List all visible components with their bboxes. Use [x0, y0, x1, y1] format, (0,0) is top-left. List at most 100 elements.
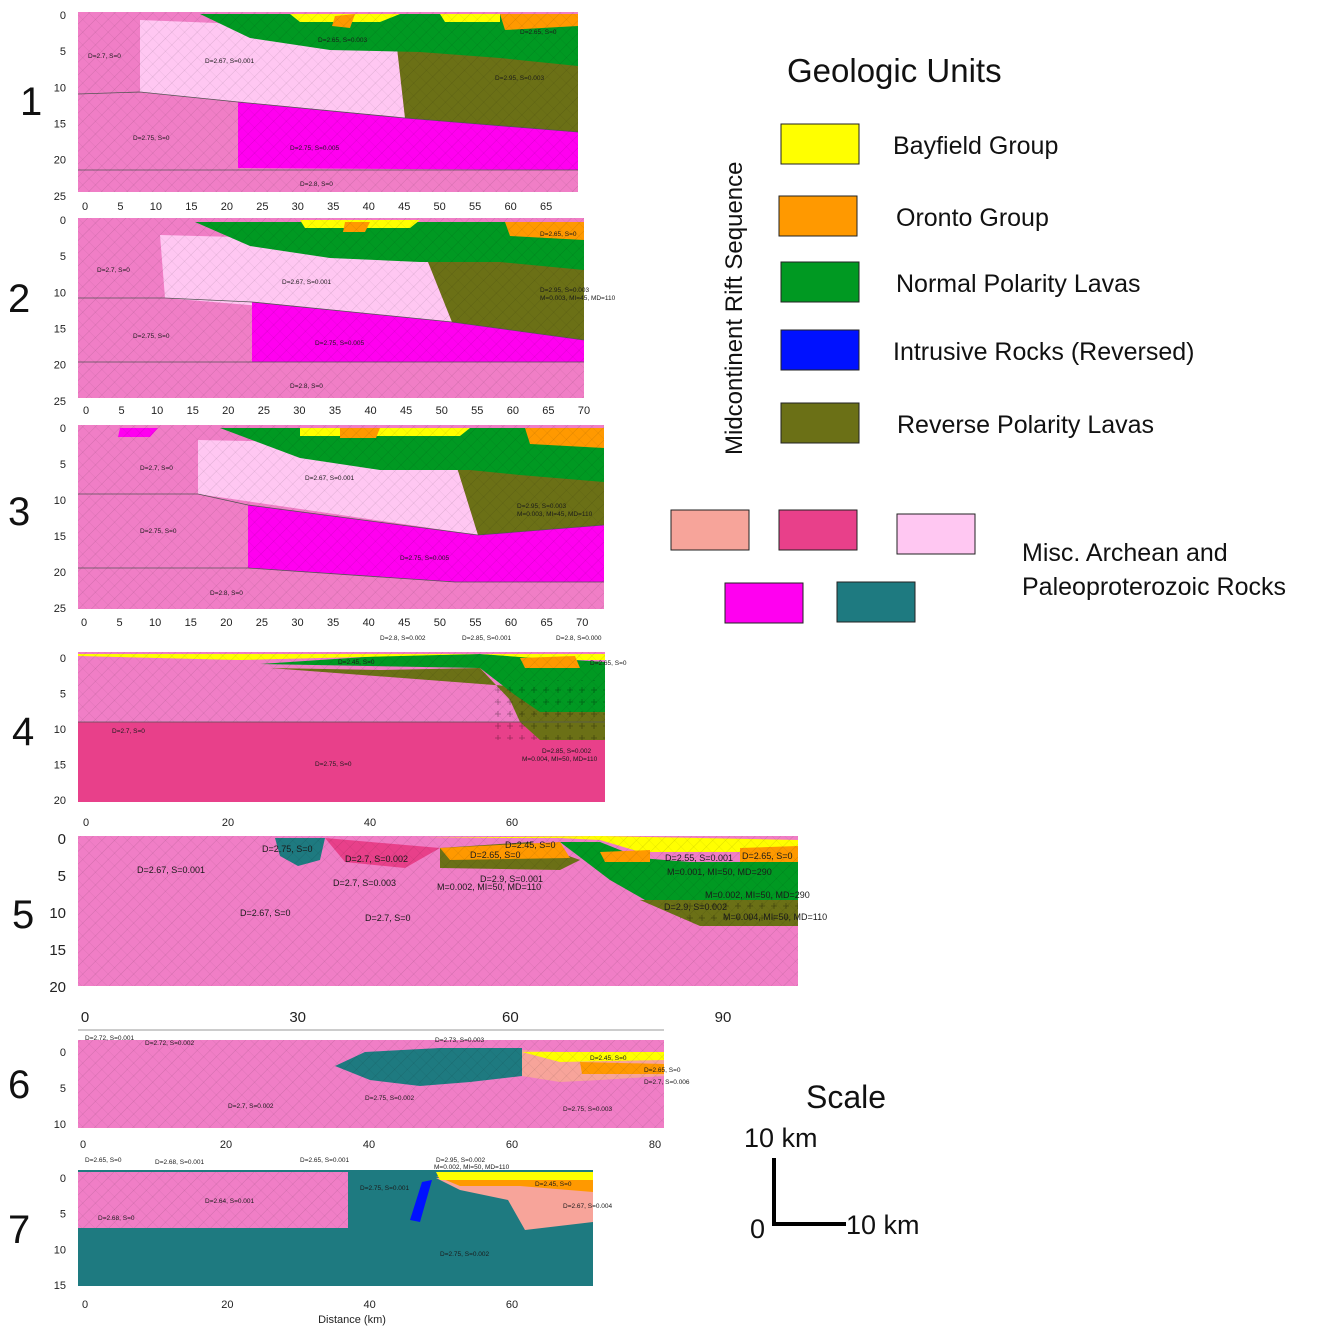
model-2-axes: 0 5 10 15 20 25 0 5 10 15 20 25 30 35 40 45 50 55 60 65 70 [54, 215, 590, 417]
legend-swatch [780, 329, 860, 371]
model-2-label: D=2.65, S=0 [540, 231, 577, 238]
model-7-panel: D=2.65, S=0 D=2.68, S=0.001 D=2.65, S=0.… [78, 1157, 613, 1286]
model-7-label: D=2.65, S=0.001 [300, 1157, 350, 1164]
model-5-label: D=2.55, S=0.001 [665, 853, 733, 863]
model-2-label: D=2.7, S=0 [97, 267, 130, 274]
model-5-label: D=2.9, S=0.001 [480, 874, 543, 884]
model-7-label: D=2.68, S=0 [98, 1215, 135, 1222]
legend-swatch [780, 123, 860, 165]
model-5-label: D=2.7, S=0.003 [333, 878, 396, 888]
y-tick-label: 0 [60, 10, 66, 22]
model-7-label: M=0.002, MI=50, MD=110 [434, 1164, 510, 1171]
model-6-panel: D=2.72, S=0.001 D=2.72, S=0.002 D=2.7, S… [78, 1029, 690, 1128]
x-tick-label: 0 [80, 1139, 86, 1151]
rift-legend-items: Bayfield Group Oronto Group Normal Polarit… [778, 123, 1194, 444]
model-3-label: D=2.75, S=0 [140, 528, 177, 535]
model-1-number: 1 [20, 80, 42, 124]
y-tick-label: 25 [54, 191, 66, 203]
model-6-axes: 0 5 10 0 20 40 60 80 [54, 1047, 661, 1151]
y-tick-label: 20 [49, 979, 66, 996]
model-6-label: D=2.45, S=0 [590, 1055, 627, 1062]
model-5-label: M=0.004, MI=50, MD=110 [723, 912, 827, 922]
y-tick-label: 10 [54, 1244, 66, 1256]
model-4-label: D=2.75, S=0 [315, 761, 352, 768]
model-3-label: D=2.8, S=0 [210, 590, 243, 597]
model-7-label: D=2.75, S=0.002 [440, 1251, 490, 1258]
x-tick-label: 30 [291, 617, 303, 629]
legend-swatch-misc [724, 582, 804, 624]
model-1-label: D=2.8, S=0 [300, 181, 333, 188]
model-5-label: D=2.7, S=0 [365, 913, 411, 923]
model-1-panel: D=2.7, S=0 D=2.67, S=0.001 D=2.75, S=0 D… [77, 12, 579, 192]
x-tick-label: 60 [504, 201, 516, 213]
x-tick-label: 15 [185, 201, 197, 213]
model-5-label: D=2.65, S=0 [742, 851, 793, 861]
x-tick-label: 20 [222, 405, 234, 417]
x-tick-label: 60 [502, 1009, 519, 1026]
model-3-label: M=0.003, MI=45, MD=110 [517, 511, 593, 518]
model-4-label: D=2.85, S=0.001 [462, 635, 512, 642]
x-tick-label: 30 [293, 405, 305, 417]
y-tick-label: 5 [60, 1209, 66, 1221]
model-5-label: D=2.75, S=0 [262, 844, 313, 854]
x-tick-label: 60 [505, 617, 517, 629]
y-tick-label: 20 [54, 360, 66, 372]
model-5-label: M=0.002, MI=50, MD=110 [437, 882, 541, 892]
x-tick-label: 60 [506, 817, 518, 829]
model-6-label: D=2.72, S=0.001 [85, 1035, 135, 1042]
y-tick-label: 5 [60, 689, 66, 701]
model-4-label: M=0.004, MI=50, MD=110 [522, 756, 598, 763]
model-2-label: D=2.67, S=0.001 [282, 279, 332, 286]
y-tick-label: 5 [60, 46, 66, 58]
y-tick-label: 15 [54, 531, 66, 543]
model-1-axes: 0 5 10 15 20 25 0 5 10 15 20 25 30 35 40 45 50 55 60 65 [54, 10, 552, 213]
model-7-axes: 0 5 10 15 0 20 40 60 [54, 1173, 518, 1311]
y-tick-label: 0 [60, 653, 66, 665]
legend-swatch [780, 402, 860, 444]
x-tick-label: 30 [292, 201, 304, 213]
x-tick-label: 5 [119, 405, 125, 417]
x-tick-label: 40 [364, 405, 376, 417]
model-6-label: D=2.75, S=0.003 [563, 1106, 613, 1113]
y-tick-label: 25 [54, 396, 66, 408]
model-2-label: D=2.75, S=0 [133, 333, 170, 340]
model-5-number: 5 [12, 893, 34, 937]
y-tick-label: 5 [58, 868, 66, 885]
model-6-number: 6 [8, 1063, 30, 1107]
model-1-label: D=2.67, S=0.001 [205, 58, 255, 65]
model-5-label: D=2.9, S=0.002 [664, 902, 727, 912]
model-2-label: M=0.003, MI=45, MD=110 [540, 295, 616, 302]
legend-label: Intrusive Rocks (Reversed) [893, 338, 1194, 366]
x-tick-label: 40 [363, 201, 375, 213]
x-tick-label: 15 [185, 617, 197, 629]
y-tick-label: 15 [54, 760, 66, 772]
model-2-label: D=2.8, S=0 [290, 383, 323, 390]
model-7-label: D=2.45, S=0 [535, 1181, 572, 1188]
model-3-label: D=2.75, S=0.005 [400, 555, 450, 562]
legend-swatch [778, 195, 858, 237]
model-7-cross-section: 7 D=2.65, S=0 D=2.68, S=0.001 D=2.65, S=… [8, 1157, 613, 1326]
y-tick-label: 0 [60, 1173, 66, 1185]
model-1-label: D=2.65, S=0.003 [318, 37, 368, 44]
model-6-label: D=2.72, S=0.002 [145, 1040, 195, 1047]
y-tick-label: 5 [60, 459, 66, 471]
model-2-panel: D=2.7, S=0 D=2.67, S=0.001 D=2.75, S=0 D… [78, 218, 616, 398]
x-tick-label: 60 [506, 1139, 518, 1151]
x-tick-label: 50 [434, 617, 446, 629]
misc-legend-swatches [670, 509, 976, 624]
misc-legend-label-line1: Misc. Archean and [1022, 539, 1228, 567]
model-7-label: D=2.68, S=0.001 [155, 1159, 205, 1166]
x-tick-label: 45 [400, 405, 412, 417]
model-6-label: D=2.75, S=0.002 [365, 1095, 415, 1102]
model-4-label: D=2.85, S=0.002 [542, 748, 592, 755]
x-tick-label: 65 [540, 201, 552, 213]
model-7-label: D=2.64, S=0.001 [205, 1198, 255, 1205]
y-tick-label: 0 [58, 831, 66, 848]
model-7-label: D=2.67, S=0.004 [563, 1203, 613, 1210]
y-tick-label: 5 [60, 251, 66, 263]
model-3-panel: D=2.7, S=0 D=2.67, S=0.001 D=2.75, S=0 D… [78, 425, 605, 609]
x-tick-label: 10 [150, 201, 162, 213]
legend-label: Normal Polarity Lavas [896, 270, 1141, 298]
scale-bar: Scale 10 km 0 10 km [744, 1079, 920, 1244]
x-tick-label: 55 [469, 201, 481, 213]
